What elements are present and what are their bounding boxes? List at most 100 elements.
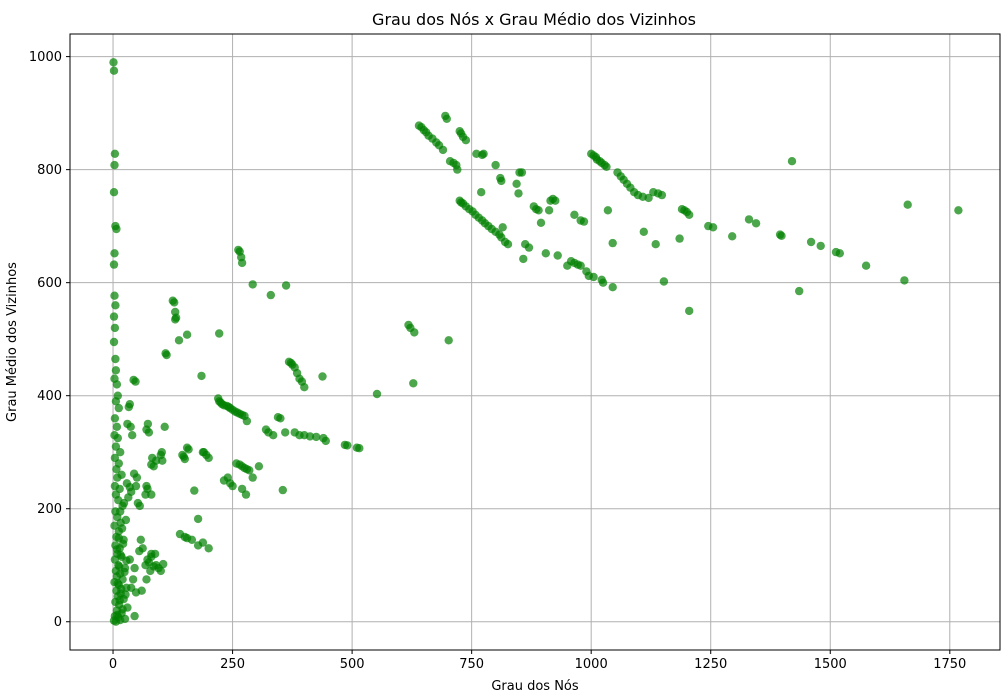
scatter-point (608, 238, 617, 248)
scatter-point (657, 190, 667, 200)
scatter-point (248, 473, 257, 482)
scatter-point (156, 566, 165, 576)
x-tick-label: 1750 (933, 657, 966, 672)
scatter-point (130, 563, 139, 573)
scatter-point (160, 422, 169, 431)
x-tick-label: 500 (340, 657, 365, 672)
scatter-point (110, 323, 120, 333)
scatter-point (536, 218, 546, 227)
scatter-point (110, 291, 119, 300)
scatter-point (751, 219, 761, 228)
scatter-point (544, 206, 554, 215)
scatter-point (639, 227, 648, 236)
scatter-point (519, 254, 528, 264)
scatter-point (278, 485, 287, 495)
scatter-point (138, 544, 147, 553)
scatter-point (123, 419, 132, 429)
scatter-point (241, 490, 251, 499)
scatter-point (553, 251, 562, 260)
scatter-point (372, 389, 382, 399)
scatter-point (708, 223, 718, 232)
scatter-point (576, 261, 585, 270)
scatter-point (312, 432, 321, 442)
scatter-point (146, 566, 155, 576)
scatter-point (442, 114, 451, 124)
scatter-point (144, 428, 154, 437)
chart-title: Grau dos Nós x Grau Médio dos Vizinhos (372, 10, 696, 29)
scatter-point (109, 58, 118, 67)
y-tick-label: 200 (37, 502, 62, 517)
scatter-point (444, 336, 453, 345)
scatter-point (180, 454, 189, 464)
scatter-point (438, 145, 448, 155)
y-tick-label: 600 (37, 276, 62, 291)
scatter-point (137, 586, 146, 595)
scatter-point (197, 371, 206, 381)
scatter-point (159, 559, 168, 569)
axis-ticks: 0 250 500 750 1000 1250 1500 1750 0 200 400 600 800 1… (29, 50, 966, 672)
x-tick-label: 750 (459, 657, 484, 672)
scatter-point (644, 193, 653, 203)
scatter-point (541, 249, 550, 258)
scatter-point (182, 330, 192, 339)
scatter-point (116, 448, 125, 457)
scatter-point (305, 432, 315, 441)
scatter-point (187, 535, 197, 544)
scatter-point (409, 379, 418, 388)
scatter-point (113, 610, 122, 620)
scatter-point (112, 380, 122, 389)
scatter-point (204, 453, 213, 463)
scatter-point (113, 473, 122, 482)
scatter-point (245, 466, 254, 475)
scatter-point (109, 260, 119, 269)
scatter-point (498, 223, 507, 232)
scatter-point (479, 149, 488, 158)
x-axis-label: Grau dos Nós (491, 679, 579, 693)
scatter-point (491, 160, 500, 170)
scatter-point (112, 465, 121, 474)
scatter-point (254, 462, 264, 471)
scatter-point (114, 403, 124, 413)
scatter-point (579, 217, 589, 226)
scatter-point (141, 490, 150, 499)
scatter-point (110, 149, 120, 158)
scatter-point (602, 162, 611, 171)
scatter-point (744, 215, 754, 224)
scatter-point (321, 436, 330, 446)
scatter-point (121, 515, 131, 525)
scatter-point (795, 286, 804, 296)
scatter-point (237, 258, 247, 268)
scatter-point (114, 533, 124, 543)
scatter-point (816, 241, 825, 251)
scatter-point (118, 539, 128, 548)
y-tick-label: 1000 (29, 50, 62, 65)
scatter-point (685, 210, 694, 219)
scatter-point (112, 422, 122, 431)
scatter-point (142, 575, 151, 584)
scatter-point (524, 243, 534, 252)
scatter-point (157, 448, 166, 457)
scatter-point (113, 579, 123, 588)
scatter-point (135, 501, 144, 511)
scatter-point (158, 456, 167, 465)
scatter-point (132, 473, 142, 482)
scatter-point (835, 249, 844, 258)
scatter-point (109, 66, 119, 75)
scatter-point (608, 283, 617, 292)
scatter-point (120, 567, 129, 577)
scatter-point (266, 290, 275, 300)
scatter-point (184, 445, 193, 454)
scatter-point (728, 232, 737, 241)
scatter-point (174, 336, 184, 345)
scatter-point (410, 328, 419, 337)
scatter-point (269, 431, 278, 440)
plot-frame (69, 33, 1001, 651)
y-tick-label: 400 (37, 389, 62, 404)
scatter-point (143, 419, 153, 429)
scatter-point (570, 210, 579, 219)
scatter-point (115, 596, 124, 605)
scatter-point (300, 383, 309, 392)
scatter-point (130, 611, 139, 621)
scatter-point (131, 481, 141, 491)
scatter-point (777, 231, 786, 240)
